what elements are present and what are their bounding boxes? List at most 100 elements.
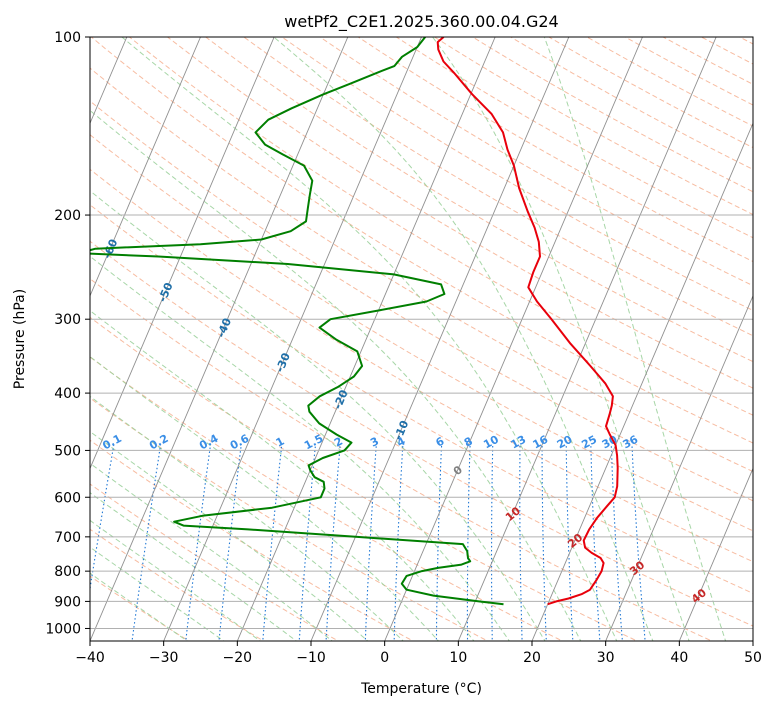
mixing-ratio-label: 20 [555,433,575,452]
y-axis-label: Pressure (hPa) [12,289,28,389]
mixing-ratio-label: 3 [368,435,381,450]
moist-adiabat-line [90,255,511,641]
x-axis-label: Temperature (°C) [360,681,482,697]
isotherm-line [310,37,570,641]
x-tick-label: 50 [744,650,762,666]
y-tick-label: 300 [54,312,81,328]
mixing-ratio-line [262,445,283,641]
moist-adiabat-line [90,519,262,641]
mixing-ratio-line [610,445,623,641]
moist-adiabat-line [90,462,333,641]
isotherm-line [163,37,422,641]
isotherm-label: -20 [331,388,351,412]
moist-adiabat-label: 20 [565,531,585,551]
dry-adiabat-line [319,37,753,287]
mixing-ratio-label: 2 [332,435,345,450]
x-tick-label: 30 [597,650,615,666]
isotherm-label: -70 [53,176,73,200]
x-tick-label: −40 [75,650,105,666]
mixing-ratio-line [393,445,404,641]
x-tick-label: −20 [223,650,253,666]
mixing-ratio-line [519,445,523,641]
isotherm-line [90,37,349,641]
isotherm-line [457,37,717,641]
isotherm-line [678,467,753,641]
moist-adiabat-line [90,190,546,641]
y-tick-label: 600 [54,490,81,506]
isotherm-label: -10 [392,418,412,442]
moist-adiabat-line [543,37,727,641]
isotherm-line [236,37,496,641]
isotherm-label: -50 [156,280,176,304]
mixing-ratio-line [590,445,601,641]
dry-adiabat-line [281,37,753,312]
temperature-profile-line [436,37,619,606]
isotherm-line [531,122,753,641]
mixing-ratio-line [565,445,574,641]
mixing-ratio-label: 30 [600,433,620,452]
dewpoint-profile-line [90,37,504,606]
chart-title: wetPf2_C2E1.2025.360.00.04.G24 [284,12,558,32]
mixing-ratio-label: 16 [531,433,551,452]
isotherm-line [90,37,275,470]
moist-adiabat-line [432,37,690,641]
dry-adiabat-line [471,37,753,193]
moist-adiabat-line [90,395,404,641]
dry-adiabat-line [395,37,753,239]
dry-adiabat-line [90,204,753,594]
dry-adiabat-line [242,37,753,337]
moist-adiabat-label: 0 [451,463,465,478]
dry-adiabat-line [166,37,753,389]
mixing-ratio-label: 6 [434,434,447,449]
mixing-ratio-line [131,445,162,641]
plot-frame [89,36,754,642]
isotherm-line [752,639,753,641]
dry-adiabat-line [357,37,753,263]
mixing-ratio-labels: 0.1 0.2 0.4 0.6 1 1.5 2 3 4 6 8 10 13 16 20 25 30 36 [100,432,640,453]
dry-adiabat-line [662,37,753,85]
dry-adiabat-line [90,575,190,641]
y-tick-label: 500 [54,443,81,459]
mixing-ratio-line [218,445,242,641]
y-tick-label: 700 [54,530,81,546]
isotherm-line [605,294,753,641]
moist-adiabat-line [90,109,582,641]
dry-adiabat-line [128,37,753,416]
moist-adiabat-line [90,546,225,641]
dry-adiabat-line [90,483,340,641]
mixing-ratio-label: 13 [509,433,529,452]
y-tick-label: 800 [54,564,81,580]
pressure-gridlines [90,37,753,629]
dry-adiabat-line [90,439,414,641]
y-tick-label: 900 [54,594,81,610]
mixing-ratio-line [325,445,341,641]
dry-adiabat-line [90,240,753,627]
mixing-ratio-line [490,445,494,641]
x-tick-label: −30 [149,650,179,666]
mixing-ratio-label: 36 [621,433,641,452]
moist-adiabat-line [90,310,475,641]
mixing-ratio-line [435,445,443,641]
dry-adiabat-line [90,134,753,532]
mixing-ratio-line [541,445,547,641]
moist-adiabat-line [90,430,369,641]
y-tick-label: 100 [54,30,81,46]
mixing-ratio-line [364,445,377,641]
y-axis: 100 200 300 400 500 600 700 800 900 1000 [45,30,90,637]
moist-adiabat-line [90,492,298,641]
mixing-ratio-label: 1 [274,435,287,450]
moist-adiabat-label: 40 [689,586,709,606]
x-tick-label: 0 [380,650,389,666]
mixing-ratio-line [185,445,211,641]
dry-adiabat-line [585,37,753,127]
x-tick-label: 20 [523,650,541,666]
moist-adiabat-line [90,572,189,641]
isotherms [90,37,753,641]
mixing-ratio-line [631,445,646,641]
mixing-ratio-label: 0.4 [197,432,221,453]
isotherm-label: -30 [273,351,293,375]
x-axis: −40 −30 −20 −10 0 10 20 30 40 50 [75,641,762,666]
dry-adiabat-line [90,37,753,444]
y-tick-label: 1000 [45,621,81,637]
